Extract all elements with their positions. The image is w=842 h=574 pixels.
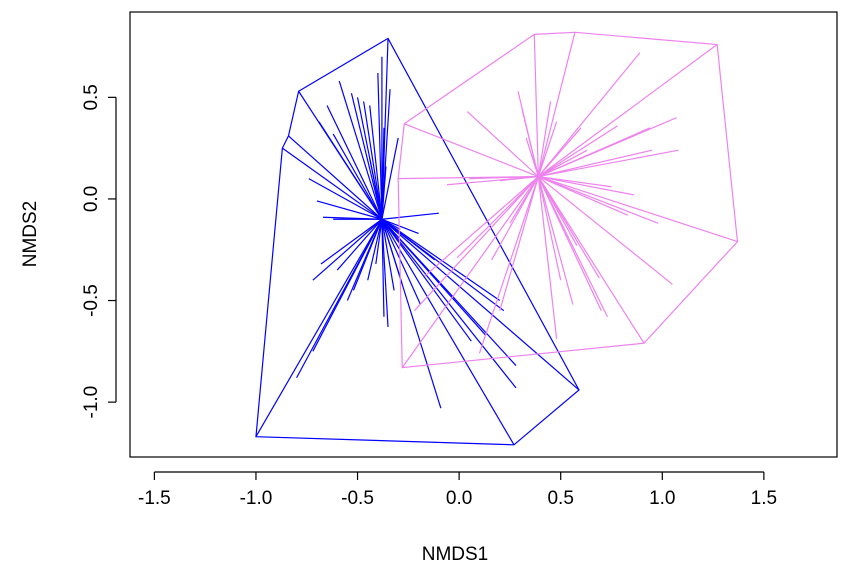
spider-segment	[424, 176, 539, 277]
spider-segment	[537, 176, 673, 285]
spider-segment	[413, 176, 539, 312]
spider-segment	[499, 175, 539, 182]
x-tick-label: -1.5	[138, 488, 171, 509]
spider-segment	[537, 176, 602, 311]
spider-segment	[538, 125, 618, 178]
spider-segment	[537, 32, 576, 177]
spider-segment	[316, 200, 383, 220]
spider-segment	[350, 93, 383, 220]
spider-segment	[381, 218, 505, 312]
spider-segment	[367, 219, 383, 281]
spider-segment	[537, 101, 552, 177]
spider-segment	[312, 218, 383, 281]
spider-segment	[369, 105, 383, 220]
y-axis: -1.0 -0.5 0.0 0.5	[81, 84, 117, 419]
spider-segment	[537, 44, 718, 178]
x-tick-label: 1.5	[751, 488, 777, 509]
spider-segment	[381, 218, 401, 230]
y-tick-label: 0.0	[81, 186, 102, 212]
spider-segment	[381, 218, 419, 235]
spider-segment	[312, 218, 383, 352]
spider-segment	[282, 147, 383, 220]
spider-segment	[537, 127, 582, 177]
spider-segment	[381, 219, 389, 327]
spider-segment	[537, 176, 578, 246]
spider-segment	[538, 176, 738, 243]
spider-segment	[338, 80, 383, 220]
spider-segment	[375, 219, 383, 265]
series-group	[255, 37, 580, 446]
y-axis-label: NMDS2	[20, 201, 41, 268]
spider-segment	[381, 218, 580, 391]
spider-segment	[377, 72, 383, 220]
x-tick-label: 1.0	[649, 488, 675, 509]
convex-hull	[255, 37, 580, 446]
spider-segment	[381, 218, 501, 302]
spider-segment	[369, 158, 383, 220]
spider-segment	[255, 218, 383, 437]
x-tick-label: -1.0	[240, 488, 273, 509]
spider-segment	[537, 52, 641, 177]
series-group	[397, 31, 739, 369]
plot-frame	[129, 11, 838, 458]
spider-segment	[538, 127, 651, 178]
spider-segment	[363, 101, 383, 220]
spider-segment	[537, 176, 558, 340]
spider-segment	[401, 176, 539, 368]
y-tick-label: -1.0	[81, 386, 102, 419]
spider-segment	[381, 166, 387, 220]
spider-segment	[538, 149, 679, 178]
spider-segment	[537, 176, 600, 279]
spider-segment	[381, 212, 439, 220]
spider-segment	[538, 176, 659, 224]
y-tick-label: -0.5	[81, 284, 102, 317]
x-axis: -1.5 -1.0 -0.5 0.0 0.5 1.0 1.5	[138, 471, 777, 509]
x-tick-label: 0.5	[547, 488, 573, 509]
spider-segment	[381, 127, 385, 220]
spider-segment	[521, 109, 539, 177]
series-layer	[255, 31, 739, 446]
spider-segment	[332, 133, 383, 220]
spider-segment	[537, 176, 562, 281]
x-tick-label: 0.0	[446, 488, 472, 509]
spider-segment	[538, 175, 634, 196]
spider-segment	[336, 218, 383, 271]
spider-segment	[381, 219, 442, 409]
spider-segment	[352, 219, 383, 291]
spider-segment	[322, 216, 382, 220]
x-axis-label: NMDS1	[422, 544, 489, 565]
spider-segment	[381, 219, 395, 291]
spider-segment	[525, 137, 539, 177]
spider-segment	[538, 149, 588, 178]
spider-segment	[404, 123, 539, 178]
spider-segment	[288, 135, 383, 220]
spider-segment	[308, 178, 383, 220]
spider-segment	[298, 90, 383, 220]
spider-segment	[491, 176, 539, 261]
spider-segment	[326, 105, 383, 220]
x-tick-label: -0.5	[341, 488, 374, 509]
spider-segment	[499, 176, 539, 311]
spider-segment	[381, 137, 399, 220]
spider-segment	[381, 218, 517, 389]
y-tick-label: 0.5	[81, 84, 102, 110]
spider-segment	[537, 176, 574, 305]
spider-segment	[381, 219, 422, 305]
spider-segment	[538, 149, 653, 178]
spider-segment	[537, 176, 645, 344]
spider-segment	[320, 218, 383, 265]
spider-segment	[533, 34, 539, 177]
spider-segment	[537, 121, 558, 177]
spider-segment	[478, 176, 539, 354]
spider-segment	[456, 176, 539, 259]
spider-segment	[466, 111, 539, 178]
spider-segment	[538, 175, 612, 188]
convex-hull	[397, 31, 739, 369]
spider-segment	[381, 218, 472, 342]
spider-segment	[469, 175, 539, 180]
spider-segment	[381, 218, 515, 446]
